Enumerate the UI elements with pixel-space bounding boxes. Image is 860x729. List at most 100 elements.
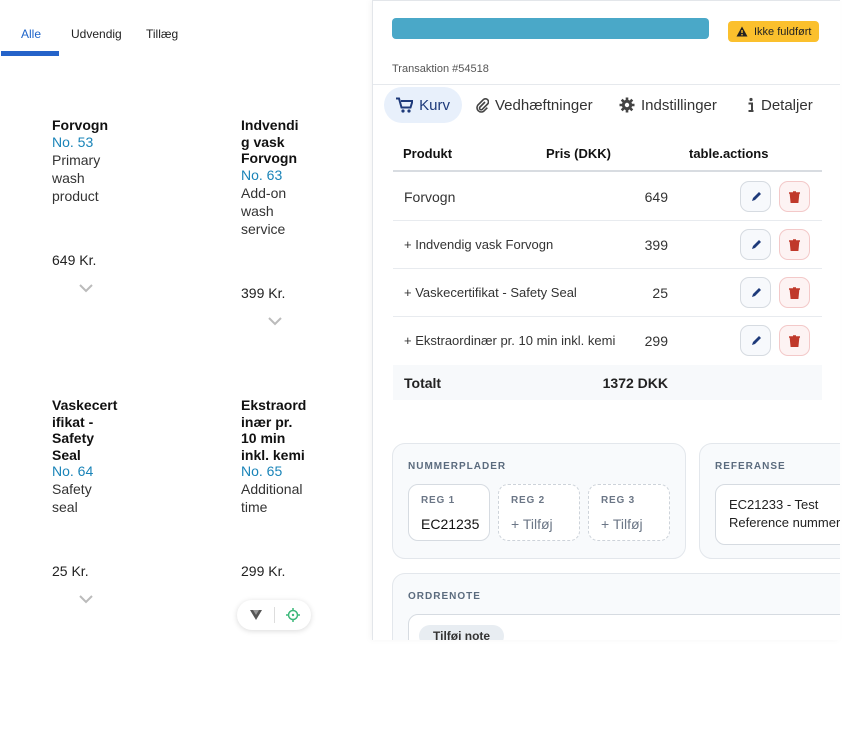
cart-row: + Vaskecertifikat - Safety Seal 25 xyxy=(393,269,822,317)
product-card[interactable]: Ekstraordinær pr. 10 min inkl. kemi No. … xyxy=(241,397,311,580)
total-label: Totalt xyxy=(404,375,442,391)
panel-tab-label: Kurv xyxy=(419,96,450,114)
edit-icon xyxy=(751,191,761,201)
settings-icon xyxy=(619,97,635,113)
section-title: REFERANSE xyxy=(715,461,786,472)
status-badge: Ikke fuldført xyxy=(728,21,820,42)
product-name: Forvogn xyxy=(52,117,108,133)
edit-button[interactable] xyxy=(740,181,771,212)
product-price: 649 xyxy=(644,189,668,205)
product-name: + Ekstraordinær pr. 10 min inkl. kemi xyxy=(404,333,616,348)
field-value: + Tilføj xyxy=(511,516,553,532)
total-value: 1372 DKK xyxy=(602,375,668,391)
edit-button[interactable] xyxy=(740,277,771,308)
product-card[interactable]: Forvogn No. 53 Primary wash product 649 … xyxy=(52,117,122,296)
field-label: REG 1 xyxy=(421,495,456,506)
add-note-button[interactable]: Tilføj note xyxy=(419,625,505,640)
product-name: Ekstraordinær pr. 10 min inkl. kemi xyxy=(241,397,307,463)
delete-icon xyxy=(789,286,800,299)
active-tab-indicator xyxy=(1,51,59,56)
tab[interactable]: Udvendig xyxy=(71,27,122,41)
expand-chevron[interactable] xyxy=(78,283,94,293)
order-note-section: ORDRENOTE Tilføj note xyxy=(392,573,840,640)
product-description: Add-on wash service xyxy=(241,184,287,237)
reference-section: REFERANSE EC21233 - Test Reference numme… xyxy=(699,443,840,559)
panel-tab-label: Detaljer xyxy=(761,96,813,114)
product-name: + Indvendig vask Forvogn xyxy=(404,237,554,252)
delete-button[interactable] xyxy=(779,181,810,212)
cart-row: + Indvendig vask Forvogn 399 xyxy=(393,221,822,269)
panel-tab[interactable]: Indstillinger xyxy=(607,87,729,123)
plates-section: NUMMERPLADER REG 1 EC21235 REG 2 + Tilføj … xyxy=(392,443,686,559)
column-header: Pris (DKK) xyxy=(546,146,612,161)
product-price: 399 xyxy=(644,237,668,253)
delete-icon xyxy=(789,190,800,203)
product-name: Vaskecertifikat - Safety Seal xyxy=(52,397,118,463)
total-row: Totalt 1372 DKK xyxy=(393,365,822,400)
dev-toolbar xyxy=(237,600,311,630)
separator xyxy=(273,607,275,623)
expand-chevron[interactable] xyxy=(267,316,283,326)
plate-field[interactable]: REG 2 + Tilføj xyxy=(498,484,580,541)
info-icon xyxy=(748,97,754,112)
product-name: Forvogn xyxy=(404,189,456,205)
product-price: 25 xyxy=(652,285,668,301)
product-price: 299 xyxy=(644,333,668,349)
field-value: + Tilføj xyxy=(601,516,643,532)
panel-tab[interactable]: Kurv xyxy=(384,87,462,123)
product-description: Additional time xyxy=(241,481,303,515)
panel-tab-label: Vedhæftninger xyxy=(495,96,593,114)
cart-icon xyxy=(396,97,414,113)
reference-value: EC21233 - Test Reference nummer xyxy=(729,497,840,530)
section-title: NUMMERPLADER xyxy=(408,461,507,472)
cart-row: Forvogn 649 xyxy=(393,173,822,221)
delete-icon xyxy=(789,334,800,347)
edit-button[interactable] xyxy=(740,229,771,260)
inspect-icon[interactable] xyxy=(285,608,300,622)
product-price: 299 Kr. xyxy=(241,563,286,579)
column-header: Produkt xyxy=(403,146,453,161)
product-number: No. 53 xyxy=(52,133,94,150)
delete-button[interactable] xyxy=(779,229,810,260)
attachment-icon xyxy=(476,98,489,113)
divider xyxy=(373,84,840,85)
panel-tab[interactable]: Detaljer xyxy=(735,87,825,123)
status-text: Ikke fuldført xyxy=(754,25,812,38)
tab[interactable]: Alle xyxy=(21,27,42,41)
field-label: REG 2 xyxy=(511,495,546,506)
product-price: 649 Kr. xyxy=(52,251,97,268)
product-price: 25 Kr. xyxy=(52,563,89,579)
header-divider xyxy=(393,170,822,172)
note-area: Tilføj note xyxy=(408,614,840,640)
product-number: No. 63 xyxy=(241,166,283,183)
reference-field[interactable]: EC21233 - Test Reference nummer xyxy=(715,484,840,545)
column-header: table.actions xyxy=(689,146,769,161)
transaction-id: Transaktion #54518 xyxy=(392,63,489,75)
edit-button[interactable] xyxy=(740,325,771,356)
delete-icon xyxy=(789,238,800,251)
edit-icon xyxy=(751,335,761,345)
delete-button[interactable] xyxy=(779,325,810,356)
field-label: REG 3 xyxy=(601,495,636,506)
product-card[interactable]: Vaskecertifikat - Safety Seal No. 64 Saf… xyxy=(52,397,122,607)
product-description: Safety seal xyxy=(52,481,92,515)
product-card[interactable]: Indvendig vask Forvogn No. 63 Add-on was… xyxy=(241,117,311,329)
warning-icon xyxy=(736,26,748,37)
product-name: Indvendig vask Forvogn xyxy=(241,117,299,166)
delete-button[interactable] xyxy=(779,277,810,308)
edit-icon xyxy=(751,287,761,297)
plate-field[interactable]: REG 3 + Tilføj xyxy=(588,484,670,541)
product-description: Primary wash product xyxy=(52,151,101,204)
cart-row: + Ekstraordinær pr. 10 min inkl. kemi 299 xyxy=(393,317,822,365)
section-title: ORDRENOTE xyxy=(408,591,481,602)
edit-icon xyxy=(751,239,761,249)
plate-field[interactable]: REG 1 EC21235 xyxy=(408,484,490,541)
panel-tab[interactable]: Vedhæftninger xyxy=(463,87,605,123)
expand-chevron[interactable] xyxy=(78,594,94,604)
panel-tab-label: Indstillinger xyxy=(641,96,717,114)
logo-icon[interactable] xyxy=(249,609,263,621)
product-number: No. 64 xyxy=(52,463,94,479)
tab[interactable]: Tillæg xyxy=(146,27,179,41)
